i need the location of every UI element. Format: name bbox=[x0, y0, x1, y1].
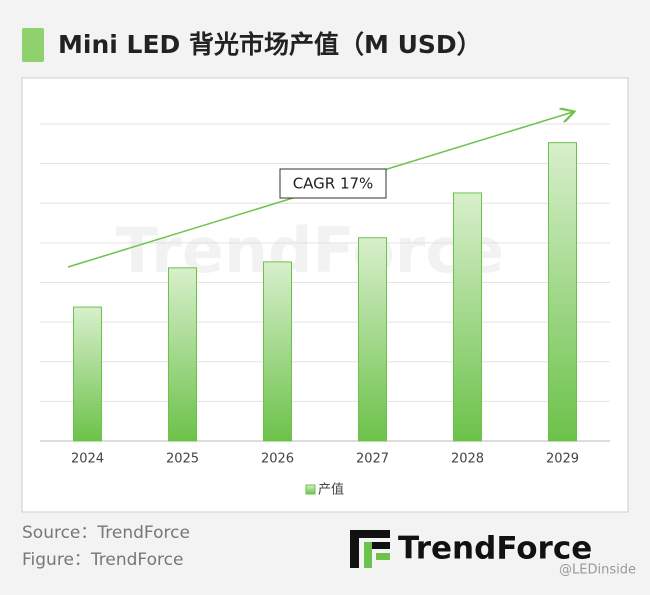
bar bbox=[168, 267, 197, 442]
plot: 2024 2025 2026 2027 2028 2029 产值 bbox=[40, 123, 610, 498]
bar bbox=[263, 261, 292, 442]
plot-frame bbox=[21, 77, 629, 513]
credit: @LEDinside bbox=[559, 563, 636, 578]
x-tick-label: 2027 bbox=[356, 452, 389, 467]
bar bbox=[73, 306, 102, 442]
annotation: CAGR 17% bbox=[293, 175, 374, 193]
source: Source：TrendForce bbox=[22, 523, 190, 543]
bar bbox=[453, 192, 482, 442]
x-tick-label: 2029 bbox=[546, 452, 579, 467]
figure-credit: Figure：TrendForce bbox=[22, 550, 183, 570]
bar bbox=[358, 237, 387, 442]
legend-swatch bbox=[305, 484, 316, 495]
legend-label: 产值 bbox=[318, 482, 344, 498]
logo-text: TrendForce bbox=[398, 531, 592, 567]
x-tick-label: 2028 bbox=[451, 452, 484, 467]
x-tick-label: 2025 bbox=[166, 452, 199, 467]
title-icon bbox=[22, 28, 44, 62]
x-tick-label: 2026 bbox=[261, 452, 294, 467]
bar bbox=[548, 142, 577, 442]
annotation-box bbox=[279, 168, 387, 199]
logo-icon bbox=[350, 530, 390, 568]
chart-title: Mini LED 背光市场产值（M USD） bbox=[58, 30, 482, 59]
x-tick-label: 2024 bbox=[71, 452, 104, 467]
